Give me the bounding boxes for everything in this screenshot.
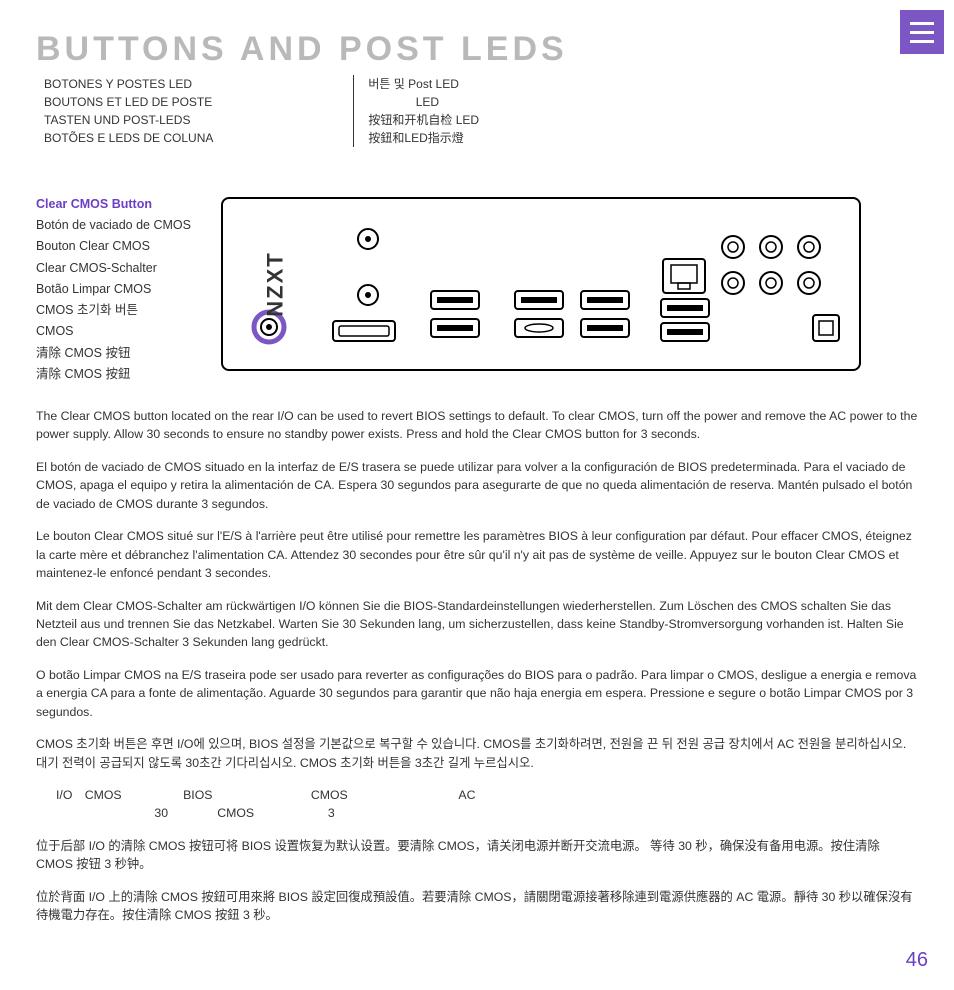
paragraph-ko: CMOS 초기화 버튼은 후면 I/O에 있으며, BIOS 설정을 기본값으로… xyxy=(36,735,918,772)
cmos-translation-item: 清除 CMOS 按钮 xyxy=(36,343,191,364)
cmos-translation-item: Bouton Clear CMOS xyxy=(36,236,191,257)
translations-right: 버튼 및 Post LED LED 按钮和开机自检 LED 按鈕和LED指示燈 xyxy=(353,75,479,147)
menu-button[interactable] xyxy=(900,10,944,54)
cmos-translation-item: Clear CMOS-Schalter xyxy=(36,258,191,279)
cmos-translation-item: 清除 CMOS 按鈕 xyxy=(36,364,191,385)
translation-item: 按钮和开机自检 LED xyxy=(368,111,479,129)
translation-item: BOUTONS ET LED DE POSTE xyxy=(44,93,213,111)
paragraph-zh-cn: 位于后部 I/O 的清除 CMOS 按钮可将 BIOS 设置恢复为默认设置。要清… xyxy=(36,837,918,874)
page-content: BUTTONS AND POST LEDS BOTONES Y POSTES L… xyxy=(0,0,954,925)
hamburger-line xyxy=(910,40,934,43)
paragraph-zh-tw: 位於背面 I/O 上的清除 CMOS 按鈕可用來將 BIOS 設定回復成預設值。… xyxy=(36,888,918,925)
io-panel-svg xyxy=(223,199,863,373)
translation-item: LED xyxy=(368,93,479,111)
translation-item: BOTONES Y POSTES LED xyxy=(44,75,213,93)
cmos-translation-item: CMOS 초기화 버튼 xyxy=(36,300,191,321)
translation-item: BOTÕES E LEDS DE COLUNA xyxy=(44,129,213,147)
translation-item: 버튼 및 Post LED xyxy=(368,75,479,93)
io-panel-diagram: NZXT xyxy=(221,197,861,371)
title-translations: BOTONES Y POSTES LED BOUTONS ET LED DE P… xyxy=(36,75,918,147)
paragraph-de: Mit dem Clear CMOS-Schalter am rückwärti… xyxy=(36,597,918,652)
cmos-translation-item: Botón de vaciado de CMOS xyxy=(36,215,191,236)
page-title: BUTTONS AND POST LEDS xyxy=(36,30,918,69)
nzxt-brand-label: NZXT xyxy=(263,251,289,316)
section-heading: Clear CMOS Button xyxy=(36,197,191,211)
cmos-labels-column: Clear CMOS Button Botón de vaciado de CM… xyxy=(36,197,191,393)
cmos-translations: Botón de vaciado de CMOS Bouton Clear CM… xyxy=(36,215,191,385)
cmos-section-row: Clear CMOS Button Botón de vaciado de CM… xyxy=(36,197,918,393)
translation-item: 按鈕和LED指示燈 xyxy=(368,129,479,147)
hamburger-line xyxy=(910,31,934,34)
page-number: 46 xyxy=(906,949,928,972)
hamburger-line xyxy=(910,22,934,25)
paragraph-fr: Le bouton Clear CMOS situé sur l'E/S à l… xyxy=(36,527,918,582)
translations-left: BOTONES Y POSTES LED BOUTONS ET LED DE P… xyxy=(44,75,213,147)
translation-item: TASTEN UND POST-LEDS xyxy=(44,111,213,129)
paragraph-pt: O botão Limpar CMOS na E/S traseira pode… xyxy=(36,666,918,721)
cmos-translation-item: CMOS xyxy=(36,321,191,342)
paragraph-ja: I/O CMOS BIOS CMOS AC 30 CMOS 3 xyxy=(36,786,918,823)
audio-jacks xyxy=(722,236,820,294)
cmos-translation-item: Botão Limpar CMOS xyxy=(36,279,191,300)
paragraph-en: The Clear CMOS button located on the rea… xyxy=(36,407,918,444)
paragraph-es: El botón de vaciado de CMOS situado en l… xyxy=(36,458,918,513)
